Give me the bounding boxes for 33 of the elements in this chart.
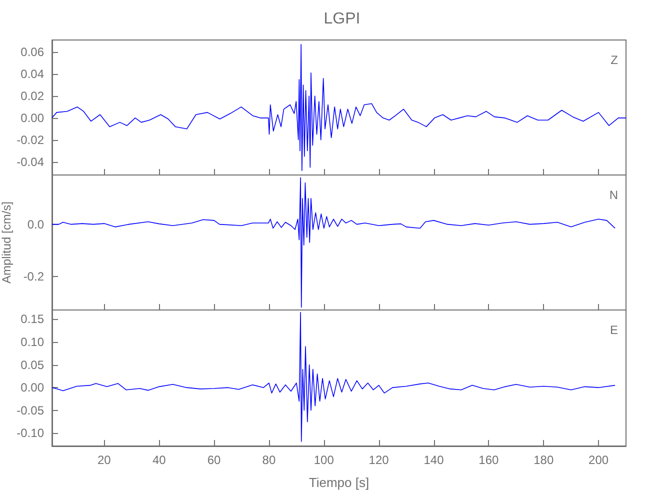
annotation: Z xyxy=(610,53,618,67)
x-tick-label: 200 xyxy=(588,453,609,467)
x-tick-label: 100 xyxy=(314,453,334,467)
y-tick-label: 0.06 xyxy=(20,45,44,60)
y-tick-label: -0.02 xyxy=(16,132,44,147)
y-tick-label: 0.00 xyxy=(20,380,44,395)
y-tick-label: 0.0 xyxy=(27,217,44,232)
x-tick-label: 80 xyxy=(262,453,276,467)
y-tick-label: 0.05 xyxy=(20,358,44,372)
y-tick-label: 0.04 xyxy=(20,67,44,82)
x-tick-label: 40 xyxy=(152,453,166,467)
x-tick-label: 60 xyxy=(207,453,222,467)
y-tick-label: -0.10 xyxy=(16,426,44,440)
y-tick-label: 0.15 xyxy=(20,312,44,326)
annotation: N xyxy=(609,188,618,202)
x-tick-label: 160 xyxy=(478,453,500,467)
line-series xyxy=(52,44,626,172)
x-tick-label: 120 xyxy=(368,453,390,467)
x-tick-label: 140 xyxy=(424,453,444,467)
x-tick-label: 180 xyxy=(534,453,554,467)
y-tick-label: 0.10 xyxy=(20,334,44,349)
line-series xyxy=(52,312,616,442)
y-tick-label: -0.04 xyxy=(16,154,44,169)
annotation: E xyxy=(610,323,618,337)
x-axis-title: Tiempo [s] xyxy=(308,475,370,490)
x-tick-label: 20 xyxy=(98,453,112,467)
chart-title: LGPI xyxy=(324,10,360,28)
y-tick-label: -0.2 xyxy=(23,269,44,284)
y-axis-title: Amplitud [cm/s] xyxy=(0,201,14,284)
y-tick-label: 0.02 xyxy=(20,88,44,103)
line-series xyxy=(52,177,616,308)
y-tick-label: -0.05 xyxy=(16,403,44,418)
y-tick-label: 0.00 xyxy=(20,110,44,125)
